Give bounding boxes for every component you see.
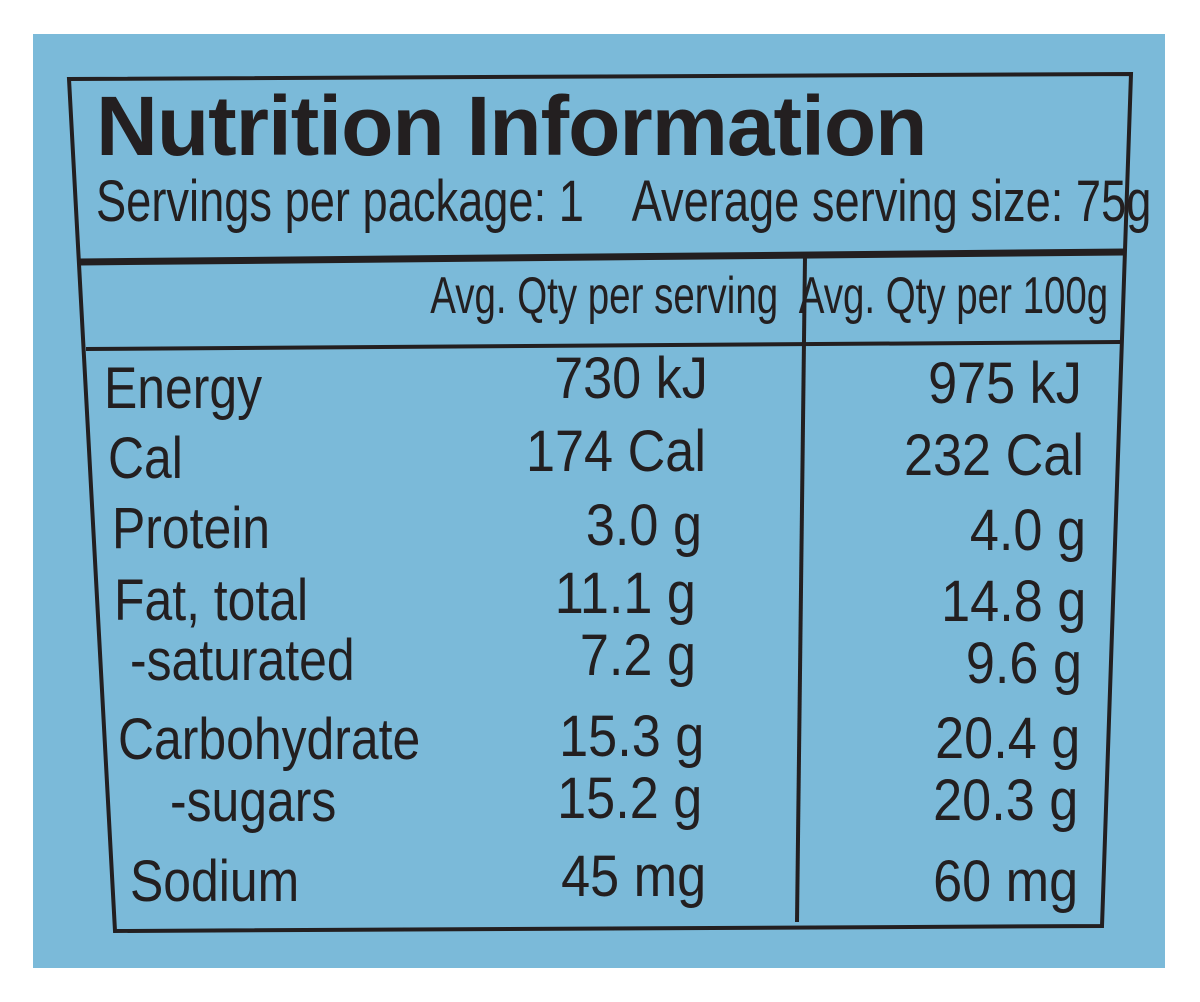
column-separator — [795, 256, 807, 923]
row-label-protein: Protein — [112, 496, 271, 561]
value-saturated-per-100g: 9.6 g — [965, 631, 1082, 696]
row-label-sugars: -sugars — [170, 769, 337, 834]
row-label-carbohydrate: Carbohydrate — [118, 707, 421, 772]
row-label-saturated: -saturated — [130, 628, 355, 693]
outer-border — [66, 71, 1134, 934]
value-cal-per-100g: 232 Cal — [904, 423, 1084, 488]
panel-title: Nutrition Information — [96, 79, 928, 173]
row-label-sodium: Sodium — [130, 849, 300, 914]
value-fat-total-per-100g: 14.8 g — [940, 569, 1086, 634]
servings-line: Servings per package: 1 Average serving … — [96, 169, 1152, 234]
column-heading-per-serving: Avg. Qty per serving — [430, 267, 778, 325]
column-heading-per-100g: Avg. Qty per 100g — [798, 267, 1108, 325]
value-sugars-per-100g: 20.3 g — [932, 768, 1078, 833]
value-carbohydrate-per-100g: 20.4 g — [934, 706, 1080, 771]
value-carbohydrate-per-serving: 15.3 g — [558, 704, 704, 769]
nutrition-panel — [33, 34, 1165, 968]
value-sodium-per-100g: 60 mg — [932, 849, 1078, 914]
value-sugars-per-serving: 15.2 g — [556, 766, 702, 831]
value-protein-per-100g: 4.0 g — [969, 498, 1086, 563]
header-divider — [79, 248, 1125, 266]
value-saturated-per-serving: 7.2 g — [579, 623, 696, 688]
value-protein-per-serving: 3.0 g — [585, 493, 702, 558]
value-energy-per-100g: 975 kJ — [928, 351, 1082, 416]
value-energy-per-serving: 730 kJ — [554, 346, 708, 411]
value-sodium-per-serving: 45 mg — [560, 844, 706, 909]
row-label-energy: Energy — [104, 356, 263, 421]
column-header-divider — [85, 340, 1121, 351]
row-label-cal: Cal — [108, 426, 183, 491]
value-cal-per-serving: 174 Cal — [526, 419, 706, 484]
value-fat-total-per-serving: 11.1 g — [554, 561, 696, 626]
row-label-fat-total: Fat, total — [114, 568, 309, 633]
